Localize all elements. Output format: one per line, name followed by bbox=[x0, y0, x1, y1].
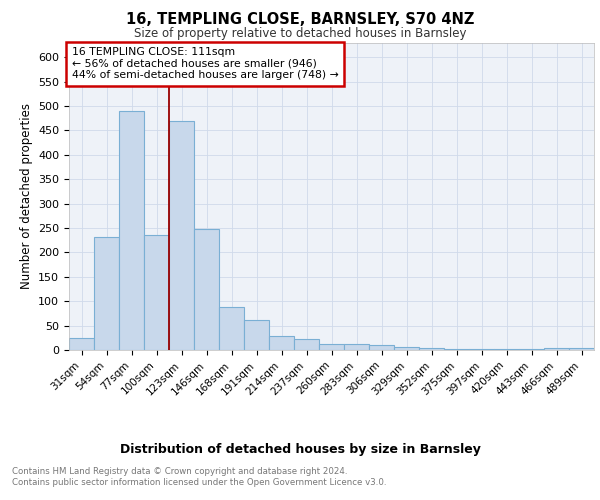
Text: 16, TEMPLING CLOSE, BARNSLEY, S70 4NZ: 16, TEMPLING CLOSE, BARNSLEY, S70 4NZ bbox=[126, 12, 474, 28]
Bar bbox=[319, 344, 344, 350]
Bar bbox=[544, 348, 569, 350]
Bar bbox=[469, 349, 494, 350]
Bar bbox=[169, 120, 194, 350]
Bar bbox=[194, 229, 219, 350]
Text: Contains HM Land Registry data © Crown copyright and database right 2024.
Contai: Contains HM Land Registry data © Crown c… bbox=[12, 468, 386, 487]
Text: 16 TEMPLING CLOSE: 111sqm
← 56% of detached houses are smaller (946)
44% of semi: 16 TEMPLING CLOSE: 111sqm ← 56% of detac… bbox=[71, 47, 338, 80]
Bar bbox=[219, 307, 244, 350]
Bar bbox=[269, 336, 294, 350]
Bar bbox=[569, 348, 594, 350]
Bar bbox=[494, 348, 519, 350]
Bar bbox=[519, 349, 544, 350]
Bar bbox=[119, 111, 144, 350]
Bar bbox=[419, 348, 444, 350]
Text: Distribution of detached houses by size in Barnsley: Distribution of detached houses by size … bbox=[119, 442, 481, 456]
Bar bbox=[444, 348, 469, 350]
Bar bbox=[144, 236, 169, 350]
Bar bbox=[394, 346, 419, 350]
Text: Size of property relative to detached houses in Barnsley: Size of property relative to detached ho… bbox=[134, 28, 466, 40]
Bar bbox=[344, 344, 369, 350]
Bar bbox=[69, 338, 94, 350]
Bar bbox=[294, 340, 319, 350]
Bar bbox=[244, 320, 269, 350]
Bar bbox=[94, 237, 119, 350]
Y-axis label: Number of detached properties: Number of detached properties bbox=[20, 104, 32, 289]
Bar bbox=[369, 345, 394, 350]
